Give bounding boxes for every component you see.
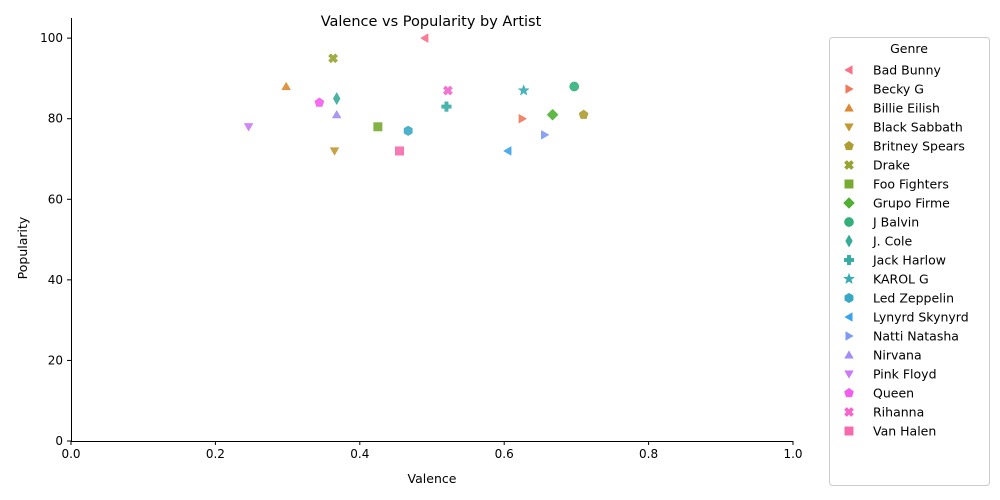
data-point xyxy=(503,146,512,156)
data-point xyxy=(517,84,530,96)
legend-marker xyxy=(844,312,853,322)
y-tick-label: 80 xyxy=(48,112,63,126)
legend-frame xyxy=(829,37,990,486)
legend-label: Becky G xyxy=(873,82,924,97)
data-point xyxy=(441,101,452,112)
legend-label: Queen xyxy=(873,386,914,401)
data-point xyxy=(578,109,589,119)
x-axis-title: Valence xyxy=(408,471,457,486)
legend-marker xyxy=(844,426,854,436)
legend-label: KAROL G xyxy=(873,272,929,287)
legend-marker xyxy=(845,84,854,94)
legend-marker xyxy=(845,234,853,248)
y-tick-label: 40 xyxy=(48,273,63,287)
x-tick-label: 0.8 xyxy=(639,447,658,461)
x-tick-label: 1.0 xyxy=(783,447,802,461)
y-tick-label: 100 xyxy=(40,31,63,45)
legend-marker xyxy=(844,350,854,359)
data-point xyxy=(420,33,429,43)
legend-label: Van Halen xyxy=(873,424,936,439)
data-point xyxy=(442,85,453,96)
x-tick-label: 0.4 xyxy=(350,447,369,461)
data-point xyxy=(541,130,550,140)
x-tick-label: 0.6 xyxy=(495,447,514,461)
legend: Genre Bad Bunny Becky G Billie Eilish Black… xyxy=(829,37,990,486)
axis-ticks: 0.0 0.2 0.4 0.6 0.8 1.0 0 20 40 60 80 100 xyxy=(40,31,802,461)
legend-label: Led Zeppelin xyxy=(873,291,954,306)
legend-marker xyxy=(844,103,854,112)
data-point xyxy=(518,113,527,124)
legend-label: Drake xyxy=(873,158,910,173)
data-point xyxy=(243,123,254,132)
data-points xyxy=(243,33,589,156)
legend-label: Nirvana xyxy=(873,348,922,363)
legend-marker xyxy=(844,387,854,398)
legend-label: Black Sabbath xyxy=(873,120,963,135)
data-point xyxy=(333,92,341,106)
legend-marker xyxy=(844,160,854,170)
legend-label: Bad Bunny xyxy=(873,63,941,78)
legend-label: J Balvin xyxy=(872,215,919,230)
legend-marker xyxy=(844,292,854,304)
data-point xyxy=(546,108,559,121)
legend-label: Jack Harlow xyxy=(872,253,946,268)
legend-label: J. Cole xyxy=(872,234,912,249)
data-point xyxy=(281,81,291,91)
data-point xyxy=(569,81,580,92)
legend-label: Natti Natasha xyxy=(873,329,959,344)
legend-label: Billie Eilish xyxy=(873,101,940,116)
y-tick-label: 60 xyxy=(48,192,63,206)
legend-label: Rihanna xyxy=(873,405,924,420)
data-point xyxy=(395,146,404,156)
legend-marker xyxy=(845,331,854,341)
legend-marker xyxy=(844,370,854,379)
data-point xyxy=(314,97,325,107)
data-point xyxy=(373,122,383,132)
legend-title: Genre xyxy=(890,41,928,56)
legend-marker xyxy=(844,65,853,75)
legend-marker xyxy=(844,179,854,189)
legend-marker xyxy=(844,123,854,132)
legend-marker xyxy=(843,254,855,266)
legend-marker xyxy=(844,140,854,151)
legend-label: Grupo Firme xyxy=(873,196,950,211)
legend-marker xyxy=(844,217,854,227)
legend-marker xyxy=(843,197,855,209)
legend-marker xyxy=(844,407,854,417)
legend-label: Pink Floyd xyxy=(873,367,937,382)
y-axis-title: Popularity xyxy=(15,216,30,279)
legend-label: Britney Spears xyxy=(873,139,965,154)
data-point xyxy=(331,109,342,119)
legend-items: Bad Bunny Becky G Billie Eilish Black Sabba… xyxy=(842,63,969,439)
legend-label: Lynyrd Skynyrd xyxy=(873,310,969,325)
legend-label: Foo Fighters xyxy=(873,177,949,192)
data-point xyxy=(328,53,339,64)
chart-title: Valence vs Popularity by Artist xyxy=(321,14,542,30)
x-tick-label: 0.0 xyxy=(61,447,80,461)
x-tick-label: 0.2 xyxy=(206,447,225,461)
y-tick-label: 0 xyxy=(55,434,63,448)
data-point xyxy=(329,147,340,156)
y-tick-label: 20 xyxy=(48,353,63,367)
legend-marker xyxy=(842,272,856,285)
data-point xyxy=(403,125,413,136)
